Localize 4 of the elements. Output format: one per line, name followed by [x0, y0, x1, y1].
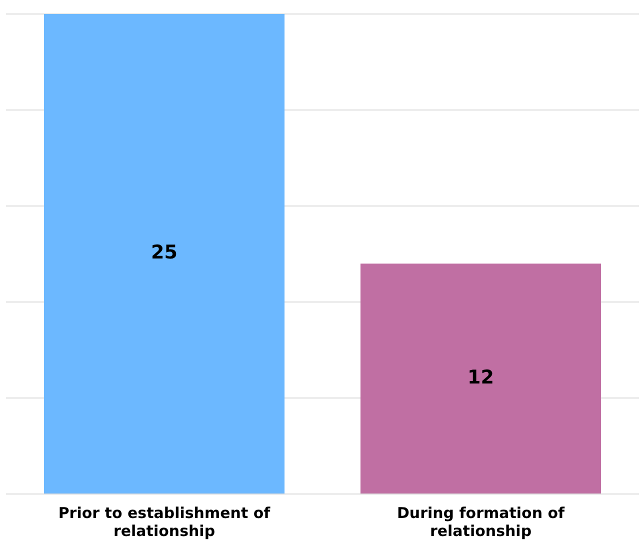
x-tick-label: During formation of relationship — [396, 504, 566, 540]
data-label: 12 — [468, 366, 494, 388]
data-label: 25 — [151, 242, 178, 264]
x-tick-label: Prior to establishment of relationship — [58, 504, 271, 540]
